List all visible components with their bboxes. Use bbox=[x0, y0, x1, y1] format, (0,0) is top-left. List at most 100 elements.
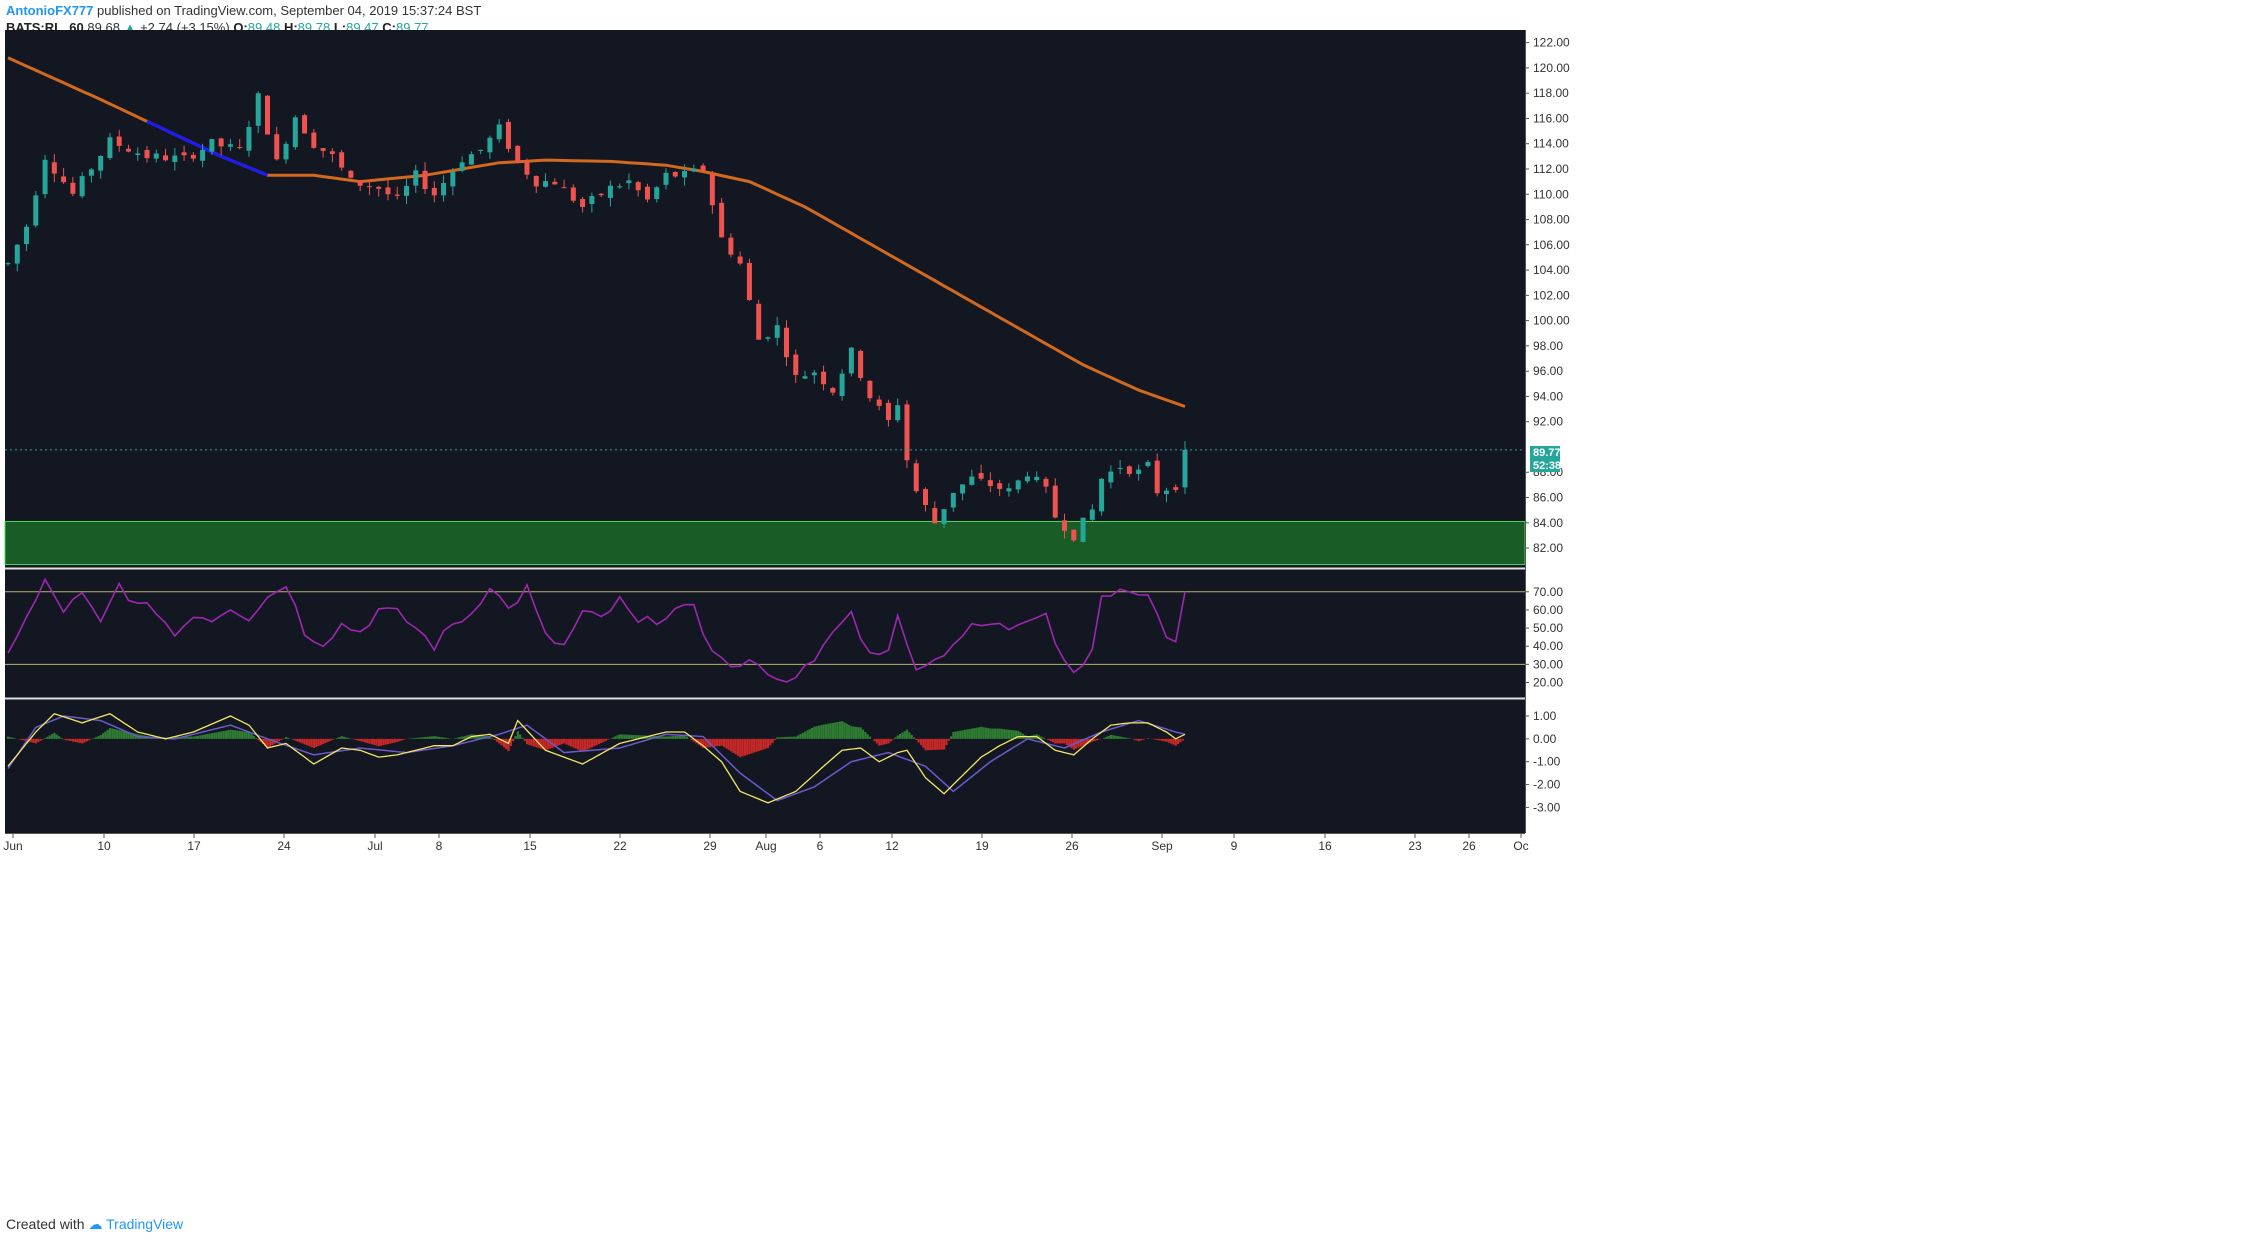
macd-histogram-bar bbox=[329, 738, 332, 742]
macd-histogram-bar bbox=[929, 738, 932, 751]
candle-body bbox=[51, 162, 57, 174]
macd-histogram-bar bbox=[271, 738, 274, 746]
macd-histogram-bar bbox=[1003, 729, 1006, 739]
candle-body bbox=[42, 159, 48, 195]
macd-histogram-bar bbox=[674, 736, 677, 739]
macd-histogram-bar bbox=[1086, 738, 1089, 744]
macd-histogram-bar bbox=[285, 737, 288, 739]
macd-histogram-bar bbox=[943, 738, 946, 750]
rsi-pane[interactable] bbox=[5, 567, 1525, 683]
macd-histogram-bar bbox=[1098, 738, 1101, 740]
macd-histogram-bar bbox=[841, 721, 844, 739]
macd-histogram-bar bbox=[287, 737, 290, 739]
macd-histogram-bar bbox=[468, 734, 471, 739]
macd-histogram-bar bbox=[386, 738, 390, 745]
candle-body bbox=[339, 152, 345, 168]
macd-histogram-bar bbox=[430, 736, 434, 739]
candle-body bbox=[1173, 487, 1179, 490]
macd-histogram-bar bbox=[18, 738, 21, 740]
time-axis[interactable]: Jun 10 17 24 Jul 8 15 22 29 Aug 6 12 19 26 Sep 9 16 23 26 O… bbox=[3, 833, 1529, 853]
candle-body bbox=[672, 172, 678, 177]
macd-histogram-bar bbox=[419, 737, 422, 739]
macd-histogram-bar bbox=[326, 738, 329, 743]
macd-histogram-bar bbox=[11, 737, 14, 739]
tradingview-link[interactable]: TradingView bbox=[106, 1216, 184, 1232]
macd-histogram-bar bbox=[120, 730, 123, 739]
macd-axis-label: 0.00 bbox=[1533, 732, 1557, 746]
macd-histogram-bar bbox=[203, 734, 207, 739]
candle-body bbox=[79, 176, 85, 197]
price-pane[interactable] bbox=[4, 56, 1526, 565]
macd-histogram-bar bbox=[973, 728, 976, 739]
macd-histogram-bar bbox=[595, 738, 598, 746]
candle-body bbox=[283, 143, 289, 160]
macd-histogram-bar bbox=[1174, 738, 1177, 746]
time-axis-label: Jul bbox=[367, 839, 382, 853]
price-axis[interactable]: 122.00 120.00 118.00 116.00 114.00 112.00 110.… bbox=[1525, 30, 1570, 833]
macd-histogram-bar bbox=[421, 737, 424, 739]
candle-body bbox=[404, 185, 410, 196]
countdown-tag-text: 52:38 bbox=[1533, 460, 1561, 472]
macd-histogram-bar bbox=[396, 738, 399, 743]
macd-histogram-bar bbox=[924, 738, 927, 751]
macd-histogram-bar bbox=[1042, 737, 1045, 739]
macd-axis-label: -3.00 bbox=[1533, 800, 1561, 814]
moving-average-alt-segment bbox=[146, 120, 269, 177]
macd-histogram-bar bbox=[908, 732, 911, 739]
macd-histogram-bar bbox=[76, 738, 79, 743]
macd-histogram-bar bbox=[750, 738, 753, 754]
macd-histogram-bar bbox=[305, 738, 309, 746]
macd-histogram-bar bbox=[48, 735, 51, 739]
macd-histogram-bar bbox=[347, 738, 350, 739]
macd-histogram-bar bbox=[222, 731, 225, 739]
macd-histogram-bar bbox=[85, 738, 88, 742]
macd-histogram-bar bbox=[363, 738, 367, 743]
candle-body bbox=[441, 183, 447, 196]
price-axis-label: 108.00 bbox=[1533, 213, 1570, 227]
macd-histogram-bar bbox=[1126, 737, 1129, 739]
macd-histogram-bar bbox=[824, 724, 828, 739]
macd-histogram-bar bbox=[736, 738, 740, 756]
macd-histogram-bar bbox=[792, 736, 795, 739]
macd-histogram-bar bbox=[391, 738, 394, 744]
macd-histogram-bar bbox=[83, 738, 86, 743]
macd-histogram-bar bbox=[229, 729, 232, 739]
candle-body bbox=[33, 195, 39, 226]
candle-body bbox=[190, 154, 196, 159]
macd-histogram-bar bbox=[623, 734, 626, 739]
time-axis-label: 19 bbox=[975, 839, 989, 853]
macd-histogram-bar bbox=[722, 738, 726, 748]
macd-histogram-bar bbox=[1142, 738, 1145, 740]
time-axis-label: 10 bbox=[97, 839, 111, 853]
macd-histogram-bar bbox=[206, 734, 209, 739]
candle-body bbox=[459, 162, 465, 171]
candle-body bbox=[172, 155, 178, 163]
macd-histogram-bar bbox=[213, 732, 216, 739]
macd-histogram-bar bbox=[766, 738, 770, 748]
macd-histogram-bar bbox=[773, 738, 777, 740]
time-axis-label: 29 bbox=[703, 839, 717, 853]
macd-histogram-bar bbox=[949, 736, 953, 739]
macd-histogram-bar bbox=[1075, 738, 1078, 749]
time-axis-label: Aug bbox=[755, 839, 776, 853]
candle-body bbox=[98, 155, 104, 171]
macd-histogram-bar bbox=[769, 738, 772, 746]
candle-body bbox=[1062, 520, 1068, 531]
candle-body bbox=[682, 171, 688, 178]
macd-histogram-bar bbox=[630, 734, 633, 739]
time-axis-label: 16 bbox=[1318, 839, 1332, 853]
tradingview-logo-icon: ☁ bbox=[88, 1216, 103, 1232]
macd-pane[interactable] bbox=[5, 697, 1525, 804]
candle-body bbox=[987, 480, 993, 487]
author-name[interactable]: AntonioFX777 bbox=[6, 3, 94, 18]
macd-histogram-bar bbox=[101, 733, 105, 739]
candle-body bbox=[617, 186, 623, 188]
macd-histogram-bar bbox=[549, 738, 552, 749]
macd-histogram-bar bbox=[970, 728, 974, 739]
price-axis-label: 94.00 bbox=[1533, 389, 1563, 403]
macd-histogram-bar bbox=[901, 732, 904, 739]
candle-body bbox=[1145, 461, 1151, 467]
macd-histogram-bar bbox=[224, 730, 227, 739]
macd-histogram-bar bbox=[426, 736, 429, 739]
